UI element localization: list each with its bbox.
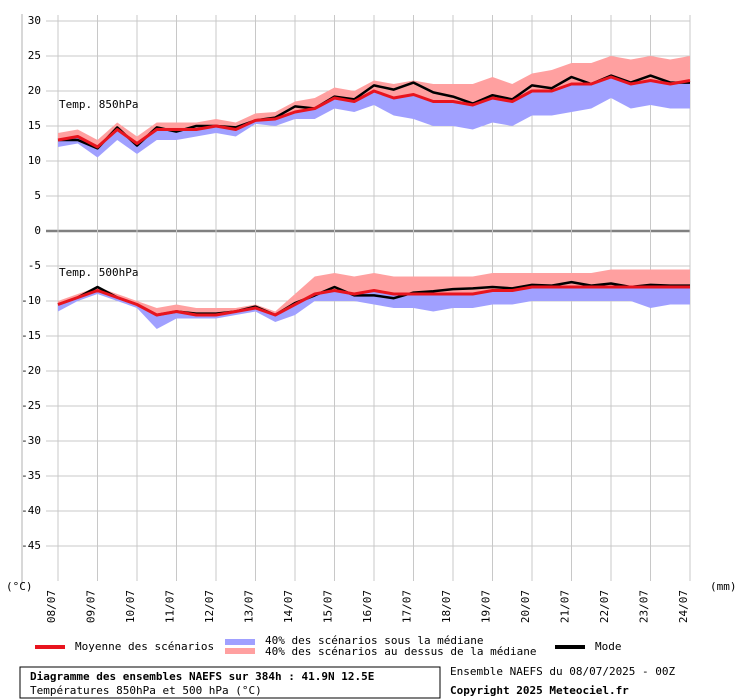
x-tick-label: 10/07 — [124, 590, 137, 623]
level-label: Temp. 500hPa — [59, 266, 138, 279]
x-tick-label: 19/07 — [480, 590, 493, 623]
chart-subtitle: Températures 850hPa et 500 hPa (°C) — [30, 684, 262, 697]
y-axis-label: (°C) — [6, 580, 33, 593]
y2-axis-label: (mm) — [710, 580, 737, 593]
x-tick-label: 20/07 — [519, 590, 532, 623]
y-tick-label: 15 — [28, 119, 41, 132]
band-above-median — [58, 269, 690, 315]
y-tick-label: -20 — [21, 364, 41, 377]
y-tick-label: 0 — [34, 224, 41, 237]
legend-label: 40% des scénarios au dessus de la médian… — [265, 645, 537, 658]
band-below-median — [58, 77, 690, 158]
band-below-median — [58, 287, 690, 329]
title-box — [19, 666, 441, 699]
y-tick-label: 5 — [34, 189, 41, 202]
x-tick-label: 16/07 — [361, 590, 374, 623]
y-tick-label: -10 — [21, 294, 41, 307]
copyright: Copyright 2025 Meteociel.fr — [450, 684, 629, 697]
x-tick-label: 08/07 — [45, 590, 58, 623]
x-tick-label: 23/07 — [638, 590, 651, 623]
y-tick-label: 25 — [28, 49, 41, 62]
mean-line — [57, 285, 690, 317]
x-tick-label: 12/07 — [203, 590, 216, 623]
x-tick-label: 24/07 — [677, 590, 690, 623]
x-tick-label: 13/07 — [243, 590, 256, 623]
y-tick-label: -30 — [21, 434, 41, 447]
y-tick-label: 10 — [28, 154, 41, 167]
run-note: Ensemble NAEFS du 08/07/2025 - 00Z — [450, 665, 676, 678]
y-tick-label: -15 — [21, 329, 41, 342]
x-tick-label: 22/07 — [598, 590, 611, 623]
x-tick-label: 21/07 — [559, 590, 572, 623]
chart-title: Diagramme des ensembles NAEFS sur 384h :… — [30, 670, 374, 683]
x-tick-label: 09/07 — [85, 590, 98, 623]
mean-line — [57, 75, 691, 149]
x-tick-label: 15/07 — [322, 590, 335, 623]
x-tick-label: 11/07 — [164, 590, 177, 623]
y-tick-label: -40 — [21, 504, 41, 517]
y-tick-label: 20 — [28, 84, 41, 97]
y-tick-label: -25 — [21, 399, 41, 412]
x-tick-label: 18/07 — [440, 590, 453, 623]
legend-label: 40% des scénarios sous la médiane — [265, 634, 484, 647]
band-above-median — [58, 56, 690, 147]
x-tick-label: 14/07 — [282, 590, 295, 623]
y-tick-label: -35 — [21, 469, 41, 482]
legend-label: Moyenne des scénarios — [75, 640, 214, 653]
legend-label: Mode — [595, 640, 622, 653]
y-tick-label: -45 — [21, 539, 41, 552]
level-label: Temp. 850hPa — [59, 98, 138, 111]
x-tick-label: 17/07 — [401, 590, 414, 623]
y-tick-label: 30 — [28, 14, 41, 27]
y-tick-label: -5 — [28, 259, 41, 272]
